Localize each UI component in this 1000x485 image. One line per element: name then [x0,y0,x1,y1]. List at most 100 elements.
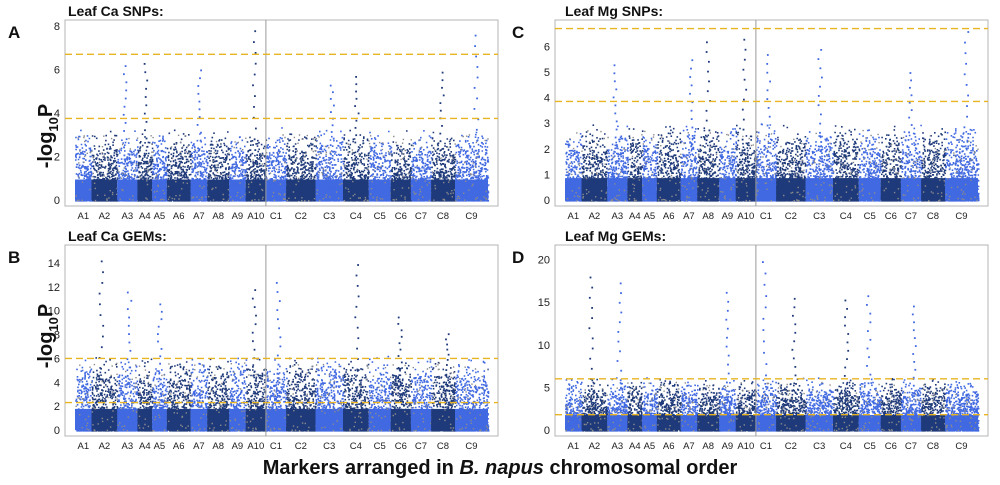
peak-point-C7 [909,72,912,74]
peak-point-A10 [743,58,746,61]
chromosome-label: C4 [350,211,362,222]
chromosome-label: A1 [567,211,579,222]
peak-point-C3 [819,168,822,171]
peak-point-A3 [620,369,623,372]
chromosome-label: A7 [683,441,695,452]
peak-point-A2 [591,337,594,340]
marker-points-C4 [833,125,861,202]
peak-point-A5 [160,348,163,350]
peak-point-A3 [614,136,617,139]
marker-points-A9 [719,380,738,432]
chromosome-label: C3 [323,441,335,452]
peak-point-C4 [354,141,357,144]
peak-point-A8 [705,51,708,53]
peak-point-A8 [706,158,709,161]
peak-point-C1 [765,374,767,377]
peak-point-A3 [612,96,615,99]
chromosome-label: A5 [644,441,656,452]
peak-point-A3 [126,358,129,361]
panel-C: C Leaf Mg SNPs: 0 1 2 3 4 5 6 A1 A2 A3 A4 A5 A6 A7 A8 A9 A… [512,3,989,222]
peak-point-A10 [254,289,257,291]
peak-point-C8 [442,163,445,165]
peak-point-A7 [691,135,694,137]
peak-point-C1 [275,282,278,284]
peak-point-C5 [867,330,869,332]
marker-points-C5 [368,130,393,202]
marker-points-C4 [343,129,371,202]
chromosome-label: A3 [611,211,623,222]
marker-points-A9 [719,128,738,202]
peak-point-A7 [690,160,693,163]
peak-point-A3 [127,383,129,386]
y-tick-label: 6 [54,353,60,365]
marker-points-gray [680,382,697,432]
peak-point-A3 [620,292,622,294]
peak-point-C9 [476,66,479,68]
peak-point-C8 [439,109,442,112]
marker-points-gray [697,132,721,201]
peak-point-A8 [708,80,710,83]
chromosome-label: A9 [232,441,244,452]
peak-point-C9 [965,62,967,65]
marker-points-A3 [607,125,629,202]
marker-points-gray [657,381,680,432]
marker-points-gray [860,383,882,432]
marker-points-C1 [755,379,778,432]
peak-point-A7 [198,116,201,118]
chromosome-label: C8 [437,441,449,452]
y-tick-label: 10 [48,306,60,318]
panel-label: B [8,248,20,267]
peak-point-A3 [130,299,133,302]
peak-point-A9 [727,300,730,303]
peak-point-C9 [476,139,479,142]
peak-point-A3 [613,72,616,75]
chromosome-label: A10 [737,211,754,222]
peak-point-C1 [766,151,769,153]
peak-point-C1 [766,71,769,74]
panel-B: B Leaf Ca GEMs: 0 2 4 6 8 10 12 14 A1 A2 A3 A4 A5 A6 A7 A… [8,228,499,452]
peak-point-C6 [398,342,401,345]
marker-points-A7 [190,358,209,432]
peak-point-C4 [354,105,356,107]
chromosome-label: C5 [864,441,876,452]
chromosome-label: A4 [629,441,641,452]
peak-point-C1 [765,295,768,297]
marker-points-A10 [245,357,268,432]
chromosome-label: C7 [905,441,917,452]
peak-point-A5 [159,303,162,306]
marker-points-C1 [266,359,288,432]
peak-point-A7 [200,131,202,134]
peak-point-A3 [124,97,127,100]
peak-point-A8 [707,168,710,171]
peak-point-C7 [910,153,913,156]
marker-points-C3 [805,131,835,202]
chromosome-label: A4 [629,211,641,222]
marker-points-A3 [117,361,139,432]
marker-points-C6 [880,125,903,202]
peak-point-A3 [122,113,125,116]
peak-point-C8 [439,140,442,143]
peak-point-A2 [101,282,104,284]
marker-points-A5 [152,368,169,432]
peak-point-C5 [866,304,868,306]
marker-points-A6 [656,125,683,202]
peak-point-C8 [441,79,444,82]
peak-point-C9 [475,128,478,131]
peak-point-A10 [742,168,744,171]
peak-point-A2 [591,317,593,319]
peak-point-A4 [145,121,148,123]
marker-points-C7 [411,358,433,432]
peak-point-A7 [691,101,694,104]
y-tick-label: 0 [54,195,60,207]
peak-point-A7 [199,77,201,80]
peak-point-C7 [912,353,915,355]
marker-points-C3 [315,129,345,202]
peak-point-A3 [128,341,131,344]
peak-point-C3 [332,91,334,94]
peak-point-A3 [129,349,132,352]
peak-point-A3 [126,308,129,310]
y-tick-label: 8 [54,21,60,33]
peak-point-A4 [145,87,147,90]
marker-points-gray [391,364,413,432]
chromosome-label: A9 [722,441,734,452]
